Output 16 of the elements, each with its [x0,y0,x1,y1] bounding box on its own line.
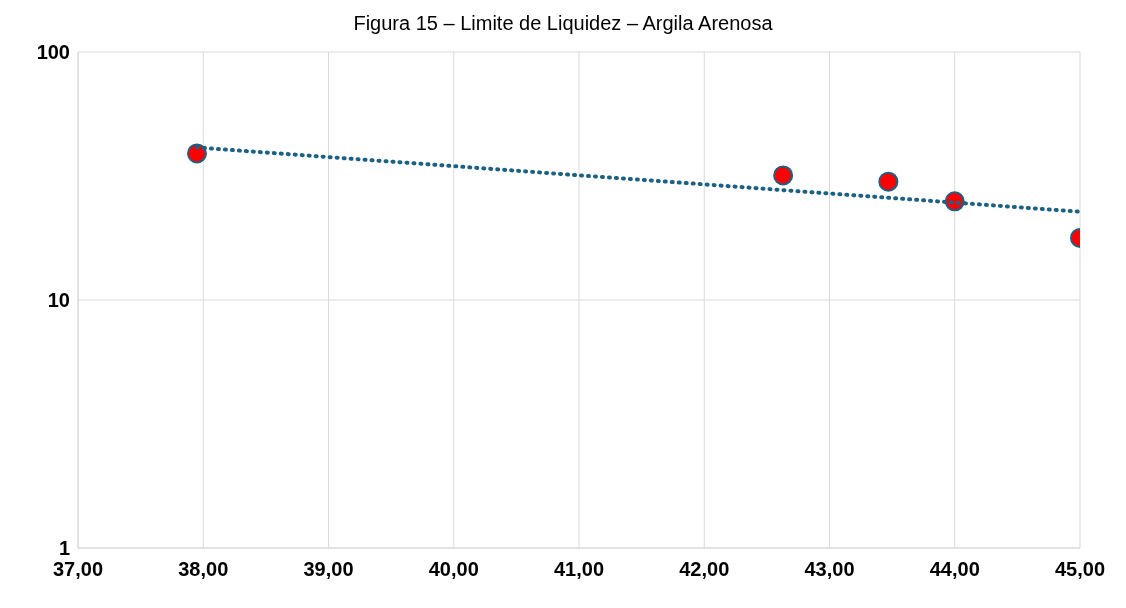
y-tick-label: 1 [58,537,70,560]
x-tick-label: 41,00 [553,558,605,581]
x-tick-label: 42,00 [679,558,730,581]
point [878,171,899,192]
x-tick-label: 44,00 [929,558,980,581]
point [186,143,207,164]
point [773,165,794,186]
x-tick-label: 38,00 [178,558,229,581]
x-tick-label: 37,00 [52,558,104,581]
x-tick-label: 40,00 [428,558,479,581]
x-tick-label: 45,00 [1054,558,1106,581]
chart-title: Figura 15 – Limite de Liquidez – Argila Arenosa [352,11,774,36]
x-tick-label: 39,00 [303,558,354,581]
x-tick-label: 43,00 [804,558,855,581]
y-tick-label: 10 [47,289,70,312]
y-tick-label: 100 [36,41,70,64]
